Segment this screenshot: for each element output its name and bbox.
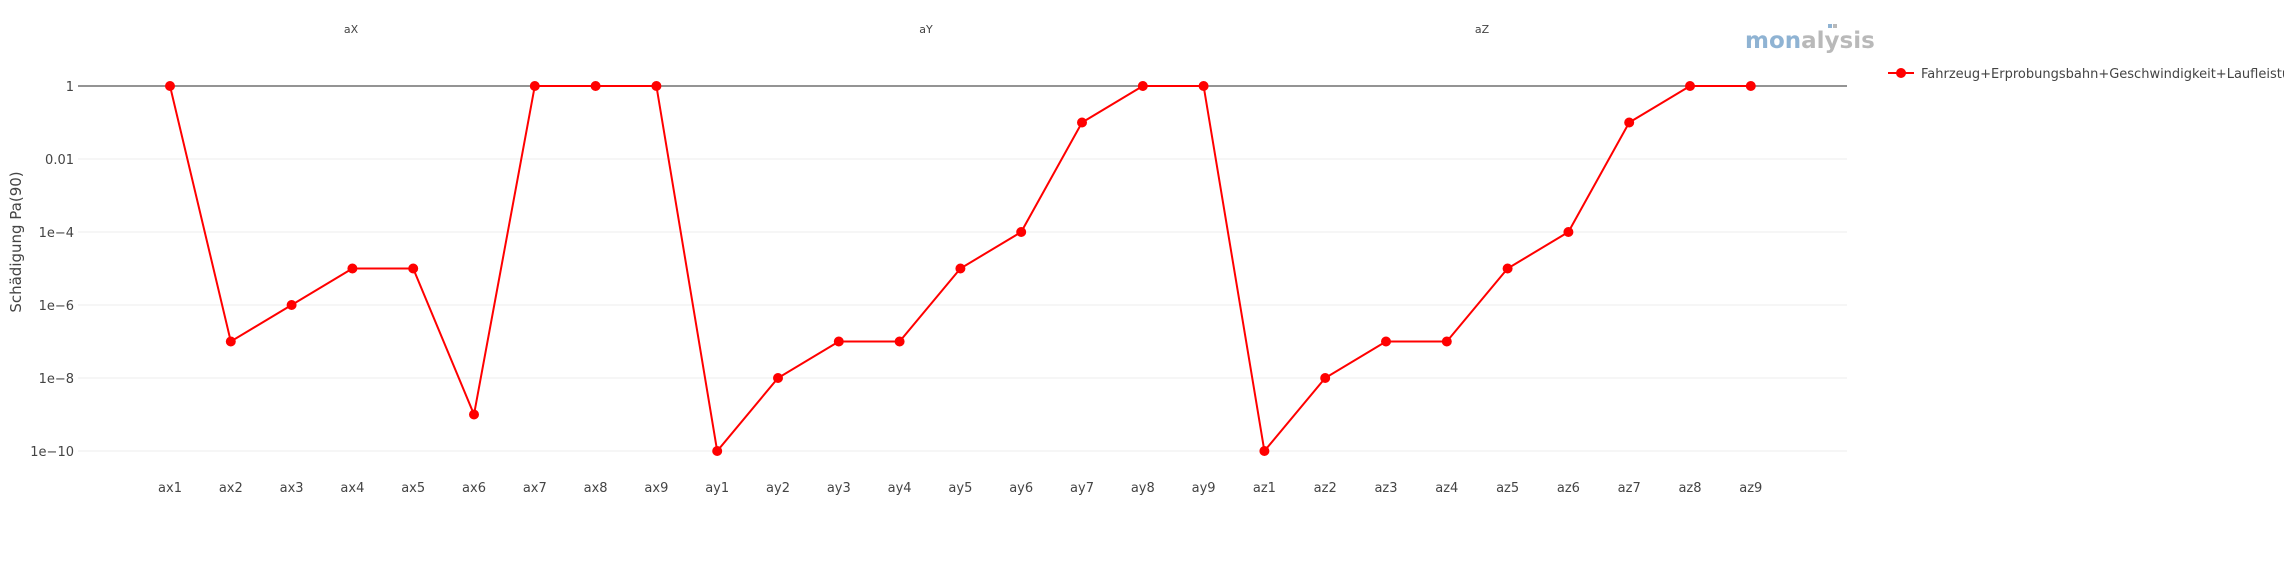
data-point[interactable]	[651, 81, 662, 91]
x-tick-label: az7	[1618, 481, 1641, 496]
x-tick-label: az4	[1435, 481, 1458, 496]
logo-text: monalysis	[1745, 28, 1875, 54]
y-tick-label: 1e−10	[30, 445, 74, 460]
x-tick-label: ax2	[219, 481, 243, 496]
y-axis-ticks: 1 0.01 1e−4 1e−6 1e−8 1e−10	[30, 80, 74, 460]
data-point[interactable]	[225, 336, 236, 347]
data-point[interactable]	[1685, 81, 1695, 91]
data-point[interactable]	[1137, 81, 1148, 91]
x-tick-label: ax1	[158, 481, 182, 496]
data-point[interactable]	[1624, 117, 1635, 128]
data-point[interactable]	[1441, 336, 1452, 347]
x-tick-label: ay7	[1070, 481, 1094, 496]
x-tick-label: az3	[1374, 481, 1397, 496]
series-points	[165, 81, 1756, 456]
legend-point-marker	[1896, 68, 1906, 78]
y-tick-label: 0.01	[45, 153, 74, 168]
data-point[interactable]	[1259, 446, 1270, 456]
data-point[interactable]	[833, 336, 844, 347]
x-tick-label: ax6	[462, 481, 486, 496]
data-point[interactable]	[286, 300, 297, 310]
x-tick-label: ax8	[584, 481, 608, 496]
x-tick-label: az2	[1314, 481, 1337, 496]
x-tick-label: ay8	[1131, 481, 1155, 496]
x-axis-ticks: ax1 ax2 ax3 ax4 ax5 ax6 ax7 ax8 ax9 ay1 ay2 ay3 ay4 a…	[158, 481, 1762, 496]
x-tick-label: az1	[1253, 481, 1276, 496]
data-point[interactable]	[894, 336, 905, 347]
data-point[interactable]	[955, 263, 966, 274]
facet-label: aX	[344, 23, 359, 36]
x-tick-label: ax9	[644, 481, 668, 496]
y-tick-label: 1e−4	[39, 226, 74, 241]
monalysis-logo: monalysis	[1745, 24, 1875, 54]
x-tick-label: ay4	[888, 481, 912, 496]
x-tick-label: ay5	[948, 481, 972, 496]
x-tick-label: ay6	[1009, 481, 1033, 496]
x-tick-label: az5	[1496, 481, 1519, 496]
y-tick-label: 1e−6	[39, 299, 74, 314]
x-tick-label: ax5	[401, 481, 425, 496]
data-point[interactable]	[469, 409, 479, 420]
legend[interactable]: Fahrzeug+Erprobungsbahn+Geschwindigkeit+…	[1888, 67, 2284, 82]
data-point[interactable]	[1563, 227, 1574, 237]
data-point[interactable]	[165, 81, 175, 91]
data-point[interactable]	[1381, 336, 1391, 347]
facet-label: aZ	[1475, 23, 1490, 36]
x-tick-label: ax4	[340, 481, 364, 496]
x-tick-label: ay9	[1192, 481, 1216, 496]
y-axis-label: Schädigung Pa(90)	[7, 171, 25, 312]
x-tick-label: az9	[1739, 481, 1762, 496]
logo-dot-icon	[1833, 24, 1837, 28]
facet-labels: aX aY aZ	[344, 23, 1490, 36]
data-point[interactable]	[712, 446, 723, 456]
grid-lines	[78, 85, 1847, 452]
data-point[interactable]	[773, 373, 783, 383]
data-point[interactable]	[529, 81, 540, 91]
x-tick-label: ax3	[280, 481, 304, 496]
data-point[interactable]	[1016, 227, 1027, 237]
x-tick-label: ay3	[827, 481, 851, 496]
x-tick-label: az8	[1678, 481, 1701, 496]
data-point[interactable]	[590, 81, 601, 91]
legend-label: Fahrzeug+Erprobungsbahn+Geschwindigkeit+…	[1921, 67, 2284, 82]
y-tick-label: 1e−8	[39, 372, 74, 387]
data-point[interactable]	[1745, 81, 1756, 91]
x-tick-label: ay1	[705, 481, 729, 496]
x-tick-label: ax7	[523, 481, 547, 496]
y-tick-label: 1	[66, 80, 74, 95]
data-point[interactable]	[1198, 81, 1209, 91]
data-point[interactable]	[1320, 373, 1331, 383]
data-point[interactable]	[347, 263, 358, 274]
data-point[interactable]	[1077, 117, 1087, 128]
logo-dot-icon	[1828, 24, 1832, 28]
x-tick-label: az6	[1557, 481, 1580, 496]
x-tick-label: ay2	[766, 481, 790, 496]
data-point[interactable]	[408, 263, 419, 274]
data-point[interactable]	[1502, 263, 1513, 274]
facet-label: aY	[919, 23, 933, 36]
